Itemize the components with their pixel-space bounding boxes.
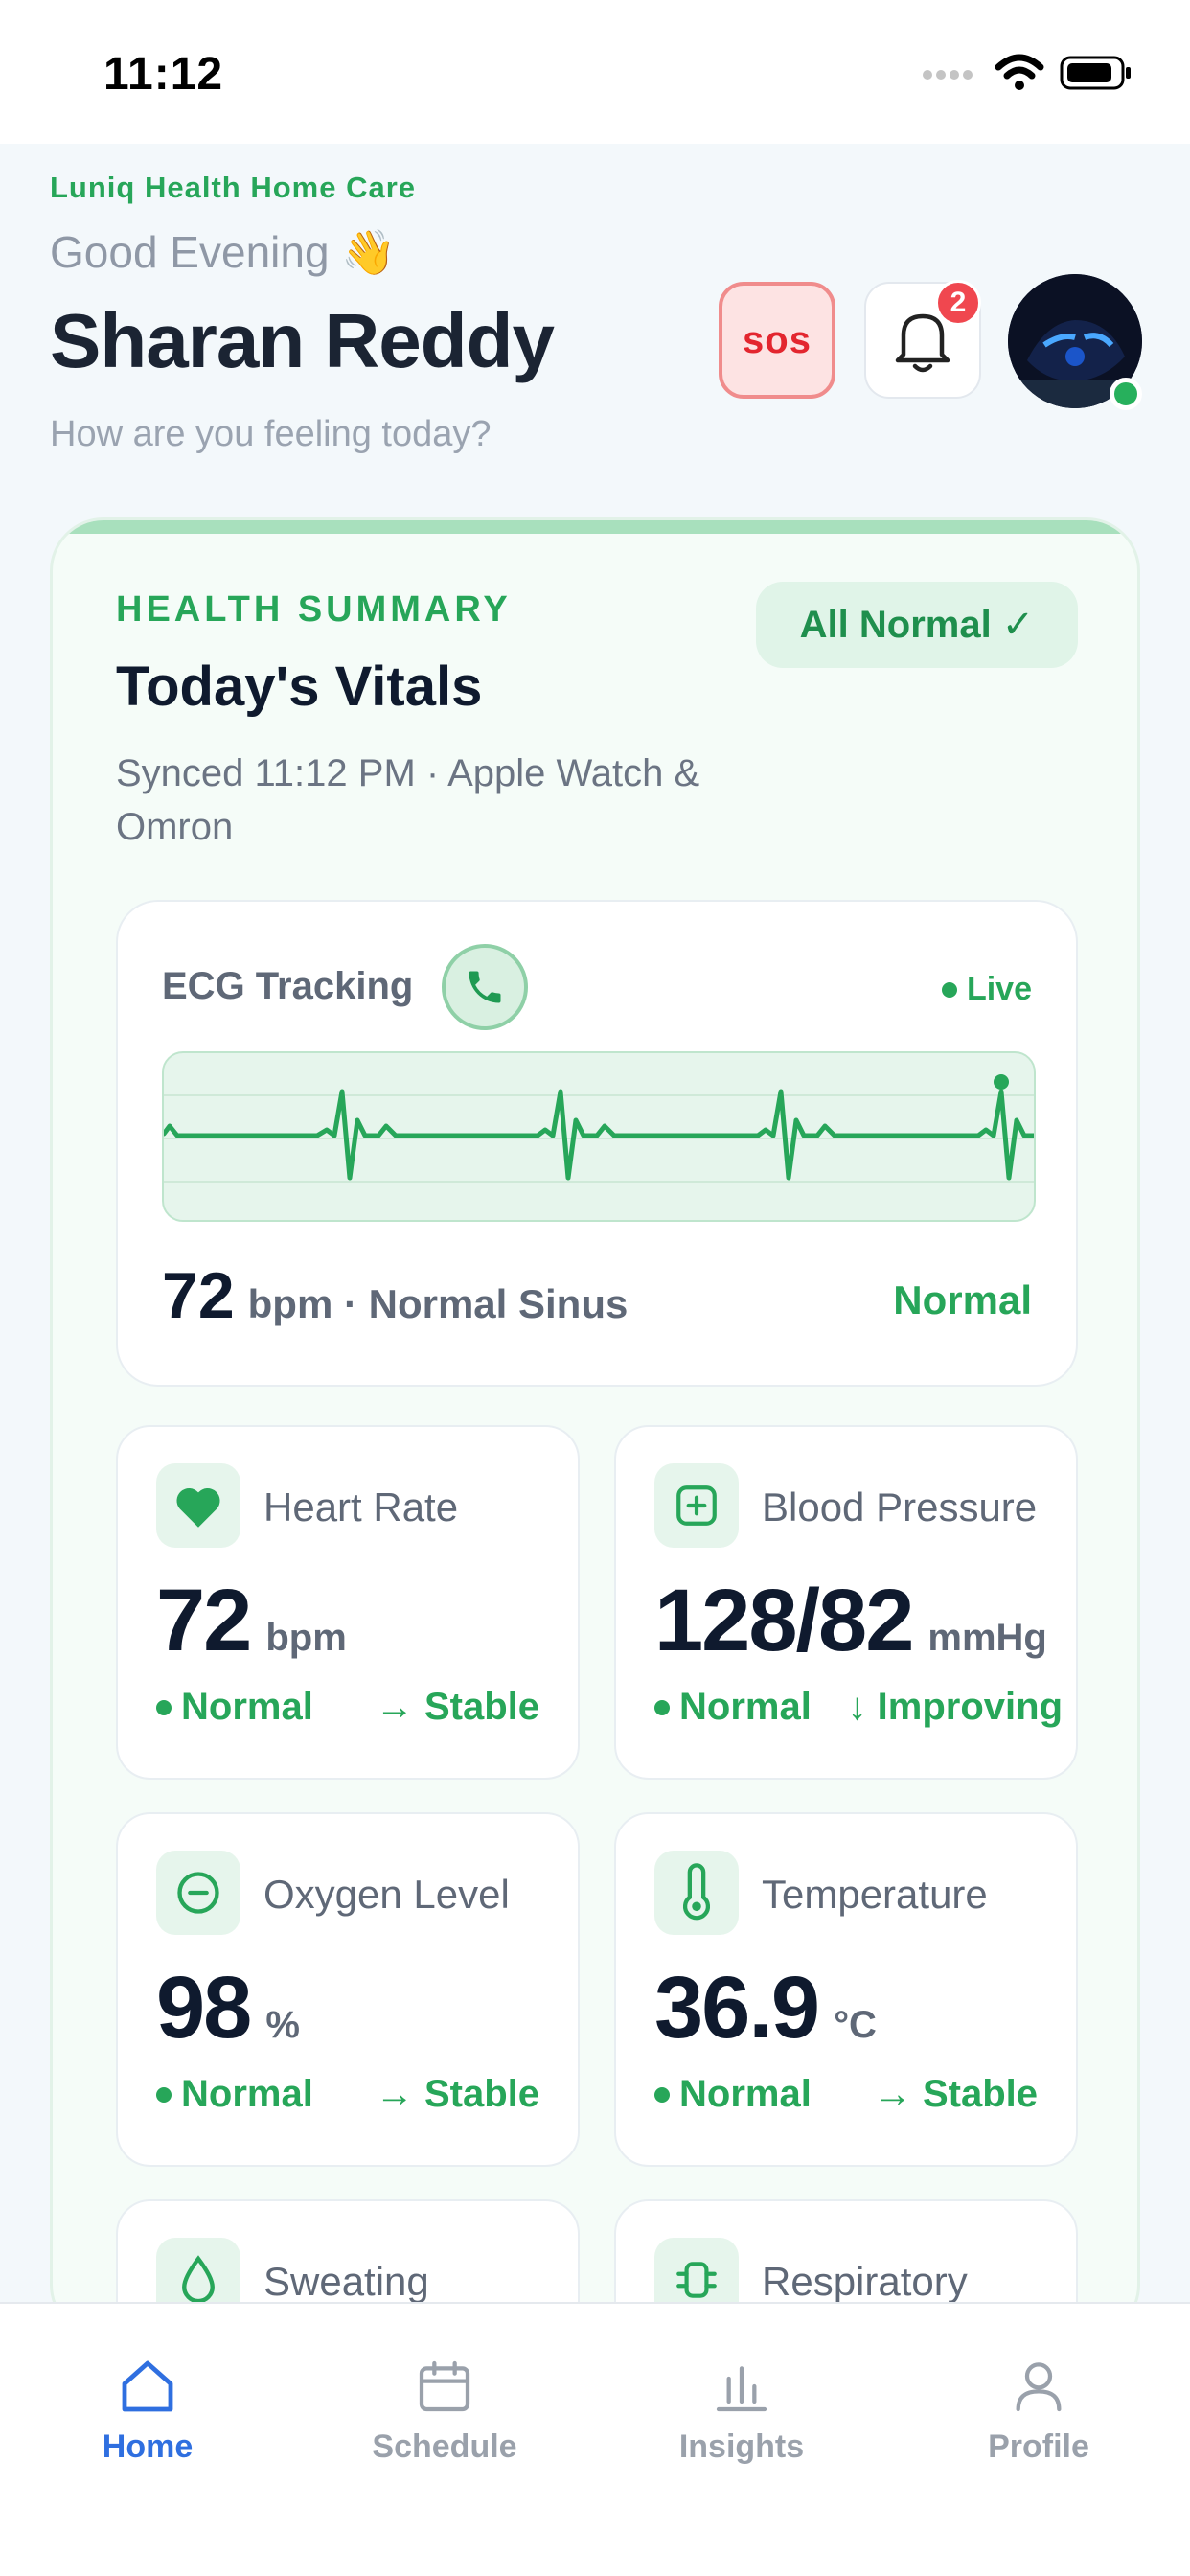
vital-label: Respiratory	[762, 2259, 968, 2304]
header: Luniq Health Home Care Good Evening 👋 Sh…	[50, 144, 1142, 498]
bell-icon	[895, 313, 950, 373]
vital-unit: mmHg	[927, 1617, 1047, 1659]
feeling-prompt: How are you feeling today?	[50, 414, 492, 454]
vital-label: Temperature	[762, 1872, 988, 1917]
vital-value: 128/82 mmHg	[654, 1571, 1047, 1671]
vital-status-label: Normal	[679, 1686, 812, 1728]
vital-label: Blood Pressure	[762, 1484, 1038, 1530]
ecg-card[interactable]: ECG Tracking Live 72 bpm · Normal Sinus …	[116, 900, 1078, 1387]
ecg-call-button[interactable]	[442, 944, 528, 1030]
tab-profile[interactable]: Profile	[924, 2356, 1154, 2466]
vital-card-oxygen-level[interactable]: Oxygen Level 98 % Normal → Stable	[116, 1812, 580, 2167]
ecg-detail: bpm · Normal Sinus	[247, 1281, 629, 1326]
ecg-title: ECG Tracking	[162, 965, 414, 1007]
summary-label: HEALTH SUMMARY	[116, 589, 512, 630]
tab-home[interactable]: Home	[33, 2356, 263, 2466]
vital-unit: %	[265, 2004, 300, 2046]
phone-icon	[469, 971, 501, 1003]
vital-status-label: Normal	[181, 2073, 313, 2115]
status-dot	[156, 2086, 172, 2103]
vital-number: 72	[156, 1572, 252, 1669]
summary-title: Today's Vitals	[116, 656, 483, 718]
wifi-icon	[995, 54, 1044, 90]
bar-chart-icon	[716, 2366, 767, 2412]
summary-accent-bar	[53, 520, 1137, 534]
vital-unit: °C	[834, 2004, 877, 2046]
status-bar: 11:12	[0, 0, 1190, 144]
ecg-reading: 72 bpm · Normal Sinus	[162, 1258, 628, 1333]
status-dot	[654, 2086, 670, 2103]
status-dot	[156, 1699, 172, 1715]
tab-label: Profile	[988, 2428, 1089, 2465]
vital-label: Heart Rate	[263, 1484, 459, 1530]
online-status-dot	[1110, 378, 1142, 410]
signal-icon	[923, 70, 973, 80]
health-summary-card: HEALTH SUMMARY Today's Vitals Synced 11:…	[50, 518, 1140, 2338]
minus-circle-icon	[156, 1851, 240, 1935]
vital-status-label: Normal	[181, 1686, 313, 1728]
vital-unit: bpm	[265, 1617, 347, 1659]
vital-status: Normal	[156, 1686, 313, 1729]
sync-status: Synced 11:12 PM · Apple Watch & Omron	[116, 752, 700, 848]
vital-number: 36.9	[654, 1959, 820, 2057]
tab-label: Insights	[678, 2428, 805, 2465]
vital-value: 36.9 °C	[654, 1958, 877, 2058]
user-icon	[1016, 2362, 1062, 2412]
status-dot	[654, 1699, 670, 1715]
notification-badge: 2	[935, 280, 981, 326]
vital-label: Sweating	[263, 2259, 429, 2304]
ecg-status: Normal	[893, 1277, 1032, 1322]
user-name: Sharan Reddy	[50, 298, 555, 383]
status-time: 11:12	[103, 49, 224, 100]
tab-insights[interactable]: Insights	[627, 2356, 857, 2466]
vital-value: 98 %	[156, 1958, 300, 2058]
vital-label: Oxygen Level	[263, 1872, 510, 1917]
avatar-image-icon	[1008, 274, 1142, 408]
vital-status: Normal	[156, 2073, 313, 2116]
vital-status: Normal	[654, 2073, 812, 2116]
vital-status-label: Normal	[679, 2073, 812, 2115]
vital-status: Normal	[654, 1686, 812, 1729]
thermometer-icon	[654, 1851, 739, 1935]
ecg-bpm-value: 72	[162, 1259, 235, 1332]
battery-icon	[1060, 56, 1131, 90]
vital-value: 72 bpm	[156, 1571, 347, 1671]
vital-card-sweating[interactable]: Sweating	[116, 2199, 580, 2335]
greeting: Good Evening 👋	[50, 227, 397, 277]
vital-trend: → Stable	[375, 2073, 539, 2115]
tab-label: Schedule	[372, 2428, 517, 2465]
all-normal-badge: All Normal ✓	[756, 582, 1078, 668]
vital-trend: → Stable	[873, 2073, 1038, 2115]
vital-card-heart-rate[interactable]: Heart Rate 72 bpm Normal → Stable	[116, 1425, 580, 1780]
brand-name: Luniq Health Home Care	[50, 171, 416, 204]
status-icons	[922, 54, 1133, 92]
vital-card-temperature[interactable]: Temperature 36.9 °C Normal → Stable	[614, 1812, 1078, 2167]
plus-square-icon	[654, 1463, 739, 1548]
heart-icon	[156, 1463, 240, 1548]
tab-schedule[interactable]: Schedule	[330, 2356, 560, 2466]
vital-number: 128/82	[654, 1572, 914, 1669]
ecg-waveform	[162, 1051, 1036, 1222]
vital-trend: ↓ Improving	[847, 1686, 1063, 1728]
calendar-icon	[419, 2360, 470, 2412]
tab-label: Home	[102, 2428, 194, 2465]
live-indicator: Live	[941, 971, 1032, 1008]
live-label: Live	[966, 971, 1032, 1007]
vital-number: 98	[156, 1959, 252, 2057]
live-dot	[941, 981, 957, 998]
avatar[interactable]	[1008, 274, 1142, 408]
sos-button[interactable]: sos	[719, 282, 835, 399]
vital-trend: → Stable	[375, 1686, 539, 1728]
bottom-tab-bar: Home Schedule Insights Profile	[0, 2302, 1190, 2576]
home-icon	[122, 2360, 173, 2412]
vital-card-blood-pressure[interactable]: Blood Pressure 128/82 mmHg Normal ↓ Impr…	[614, 1425, 1078, 1780]
